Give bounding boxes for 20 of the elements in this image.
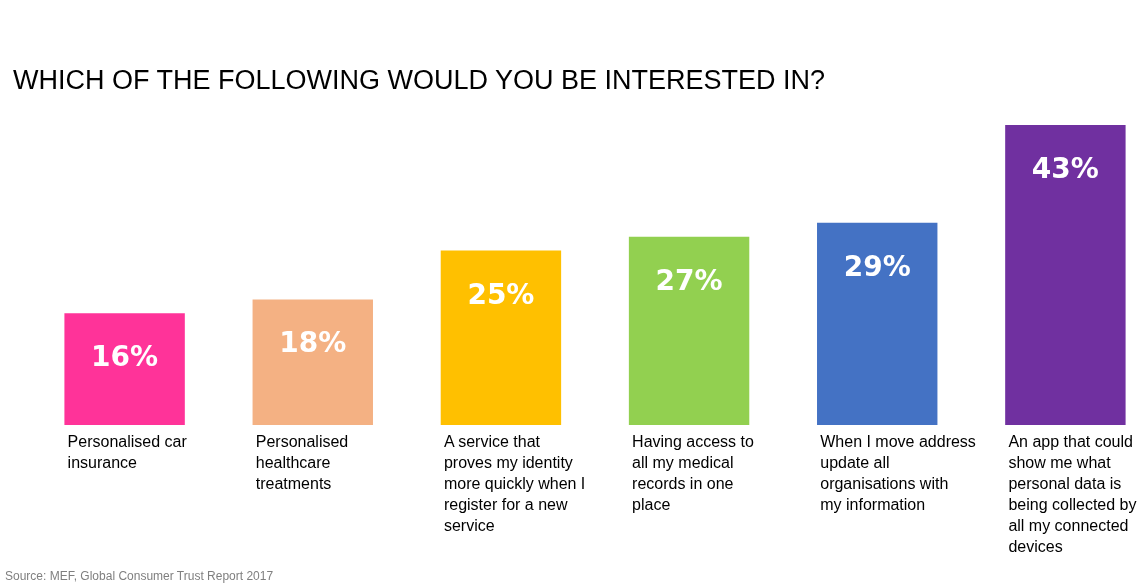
data-label: 43% xyxy=(1031,152,1099,185)
x-tick-label: An app that could show me what personal data is being collected by all my connected devices xyxy=(1008,432,1137,555)
bar xyxy=(440,250,562,425)
source-note: Source: MEF, Global Consumer Trust Report 2017 xyxy=(5,569,274,583)
x-tick-label: Having access to all my medical records in one place xyxy=(632,432,755,513)
bar xyxy=(64,313,185,425)
data-label: 25% xyxy=(467,277,535,311)
x-tick-label: Personalised healthcare treatments xyxy=(255,432,349,492)
data-label: 16% xyxy=(91,340,159,374)
data-label: 29% xyxy=(843,249,911,283)
bar xyxy=(817,222,938,425)
x-tick-label: A service that proves my identity more quickly when I register for a new service xyxy=(443,432,586,534)
bar xyxy=(628,236,750,425)
bar xyxy=(1005,125,1126,425)
data-label: 27% xyxy=(655,263,723,297)
x-tick-label: When I move address update all organisations with my information xyxy=(820,432,976,513)
data-label: 18% xyxy=(279,326,347,360)
chart-title: WHICH OF THE FOLLOWING WOULD YOU BE INTERESTED IN? xyxy=(13,65,826,95)
bar xyxy=(252,299,373,425)
x-tick-label: Personalised car insurance xyxy=(67,432,188,471)
